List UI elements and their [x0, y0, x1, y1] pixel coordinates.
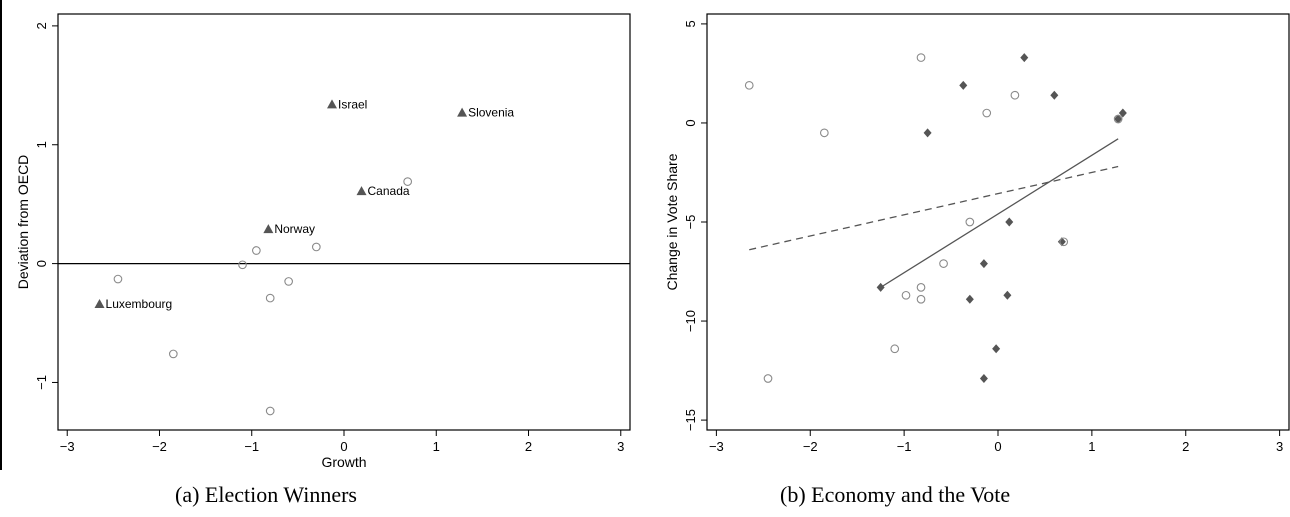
circle-point — [916, 53, 926, 62]
triangle-point — [457, 107, 468, 117]
y-axis-label: Deviation from OECD — [15, 155, 31, 290]
x-tick-label: 2 — [1182, 439, 1189, 454]
x-tick-label: −2 — [803, 439, 818, 454]
circle-point — [284, 277, 293, 286]
point-label: Slovenia — [468, 106, 514, 120]
diamond-point — [876, 282, 885, 292]
point-label: Luxembourg — [106, 297, 173, 311]
diamond-point — [992, 344, 1001, 354]
diamond-point — [1118, 108, 1127, 118]
x-tick-label: −1 — [244, 439, 259, 454]
y-tick-label: −1 — [34, 375, 49, 390]
diamond-point — [1003, 290, 1012, 300]
circle-point — [1059, 237, 1069, 247]
diamond-point — [979, 259, 988, 269]
diamond-point — [1114, 114, 1123, 124]
point-label: Canada — [368, 184, 410, 198]
circle-point — [982, 108, 992, 118]
diamond-point — [1020, 53, 1029, 63]
circle-point — [1010, 90, 1020, 100]
circle-point — [311, 242, 321, 252]
point-label: Norway — [274, 222, 315, 236]
diamond-point — [965, 294, 974, 304]
y-tick-label: 1 — [34, 141, 49, 148]
circle-point — [252, 246, 261, 255]
diamond-point — [959, 80, 968, 90]
fit-line-solid — [880, 138, 1119, 288]
x-tick-label: 0 — [340, 439, 347, 454]
x-tick-label: 1 — [1088, 439, 1095, 454]
circle-point — [916, 283, 926, 292]
x-tick-label: −3 — [60, 439, 75, 454]
y-tick-label: −10 — [683, 310, 698, 332]
fit-line-dashed — [749, 165, 1119, 251]
circle-point — [916, 294, 926, 304]
page-left-edge — [0, 0, 2, 470]
y-tick-label: 5 — [683, 20, 698, 27]
panel-a-election-winners: −3 −2 −1 0 1 2 3 −1 0 1 2 Growth Deviation from OECD… — [15, 13, 631, 470]
circle-point — [763, 374, 773, 383]
y-tick-label: 2 — [34, 22, 49, 29]
x-axis-label: Growth — [321, 454, 366, 470]
x-tick-label: −3 — [709, 439, 724, 454]
x-tick-label: −2 — [152, 439, 167, 454]
circle-point — [265, 406, 275, 416]
circle-point — [168, 349, 178, 359]
y-axis-label: Change in Vote Share — [664, 153, 680, 290]
circle-point — [890, 344, 900, 354]
caption-a: (a) Election Winners — [175, 482, 357, 507]
circle-point — [744, 80, 754, 90]
y-tick-label: 0 — [34, 260, 49, 267]
circle-point — [819, 128, 829, 138]
diamond-point — [1057, 237, 1066, 247]
triangle-point — [263, 224, 274, 234]
circle-point — [238, 260, 247, 270]
circle-point — [939, 259, 948, 268]
plot-frame — [57, 13, 631, 431]
point-label: Israel — [338, 97, 367, 111]
y-tick-label: 0 — [683, 119, 698, 126]
circle-point — [113, 274, 123, 284]
triangle-point — [94, 299, 105, 309]
x-tick-label: 3 — [1276, 439, 1283, 454]
circle-point — [265, 293, 275, 303]
plot-frame — [706, 13, 1290, 431]
circle-point — [901, 290, 911, 300]
circle-point — [1113, 114, 1123, 124]
x-tick-label: 1 — [433, 439, 440, 454]
diamond-point — [1005, 217, 1014, 227]
x-tick-label: 3 — [617, 439, 624, 454]
y-tick-label: −15 — [683, 409, 698, 431]
diamond-point — [979, 373, 988, 383]
triangle-point — [356, 186, 367, 196]
x-tick-label: 0 — [994, 439, 1001, 454]
x-tick-label: −1 — [897, 439, 912, 454]
x-tick-label: 2 — [525, 439, 532, 454]
caption-b: (b) Economy and the Vote — [780, 482, 1011, 507]
circle-point — [403, 177, 413, 186]
circle-point — [965, 217, 975, 227]
diamond-point — [1050, 90, 1059, 100]
triangle-point — [327, 99, 338, 109]
y-tick-label: −5 — [683, 215, 698, 230]
diamond-point — [923, 128, 932, 138]
